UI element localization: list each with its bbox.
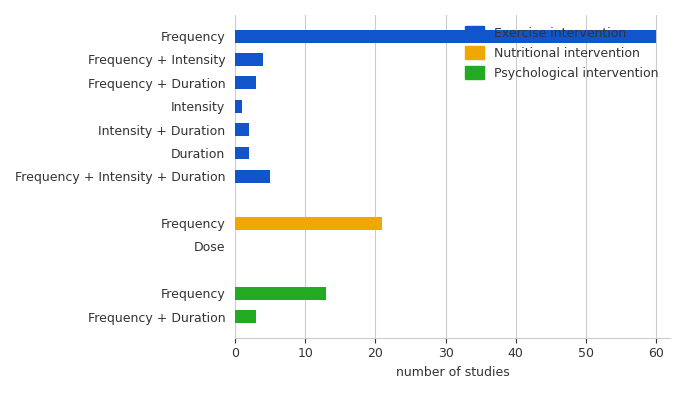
Bar xyxy=(235,30,656,43)
Bar xyxy=(235,217,382,230)
Legend: Exercise intervention, Nutritional intervention, Psychological intervention: Exercise intervention, Nutritional inter… xyxy=(460,21,664,85)
Bar xyxy=(235,147,249,160)
Bar xyxy=(235,287,326,300)
Bar xyxy=(235,100,242,113)
Bar xyxy=(235,53,263,66)
X-axis label: number of studies: number of studies xyxy=(396,366,510,379)
Bar xyxy=(235,170,271,183)
Bar xyxy=(235,123,249,136)
Bar xyxy=(235,76,256,89)
Bar xyxy=(235,310,256,323)
